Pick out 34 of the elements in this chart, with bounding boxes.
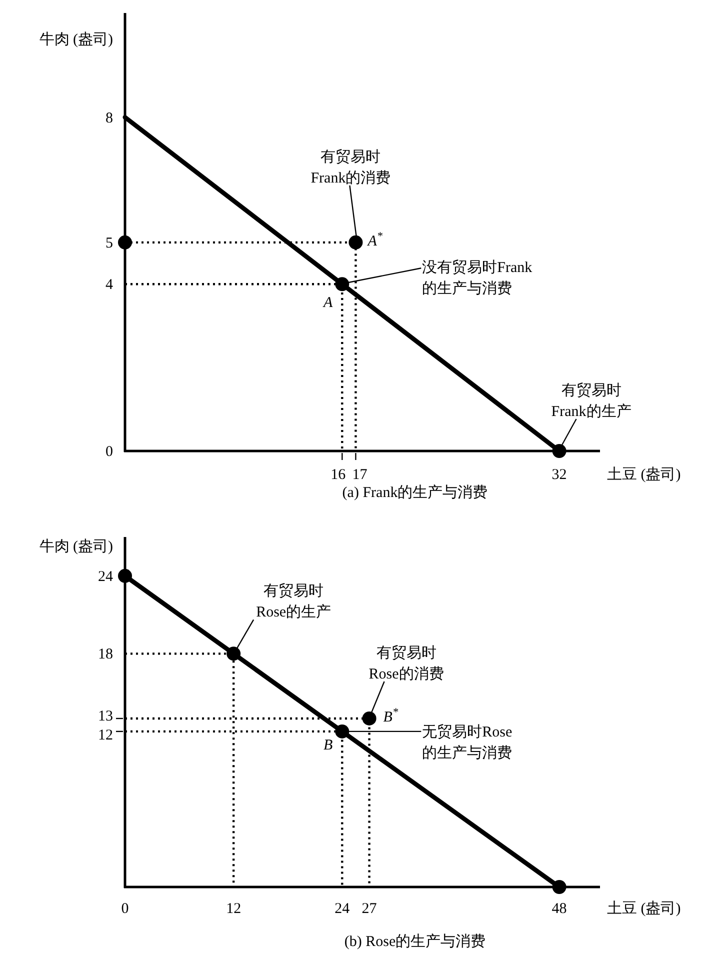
y-tick-label: 0 — [106, 444, 113, 460]
y-axis-title: 牛肉 (盎司) — [39, 538, 113, 555]
y-tick-label: 24 — [98, 568, 114, 585]
annotation: 有贸易时 Rose的生产 — [256, 582, 332, 621]
annotation: B — [324, 737, 333, 754]
x-tick-label: 48 — [552, 901, 567, 917]
annotation: 无贸易时Rose 的生产与消费 — [422, 723, 512, 762]
point — [348, 235, 363, 250]
x-tick-label: 17 — [352, 467, 368, 483]
x-tick-label: 24 — [334, 901, 350, 917]
x-tick-label: 16 — [330, 467, 346, 483]
annotation: 有贸易时 Rose的消费 — [368, 644, 444, 682]
x-tick-label: 27 — [362, 901, 378, 917]
y-axis-title: 牛肉 (盎司) — [39, 31, 113, 48]
y-tick-label: 13 — [98, 708, 113, 724]
y-tick-label: 12 — [98, 727, 113, 744]
annotation: A$^{*}$ — [366, 230, 383, 250]
y-tick-label: 8 — [106, 110, 113, 126]
annotation: 有贸易时 Frank的生产 — [551, 382, 632, 420]
x-axis-title: 土豆 (盎司) — [607, 900, 681, 917]
point — [335, 277, 350, 292]
x-tick-label: 12 — [226, 901, 242, 917]
annotation: 有贸易时 Frank的消费 — [310, 148, 391, 186]
text: (a) Frank的生产与消费 — [342, 484, 488, 501]
annotation: A — [322, 295, 334, 312]
annotation: B$^{*}$ — [383, 706, 398, 726]
y-tick-label: 5 — [106, 235, 113, 252]
text: (b) Rose的生产与消费 — [344, 933, 486, 950]
y-tick-label: 18 — [98, 646, 113, 663]
annotation: 没有贸易时Frank 的生产与消费 — [422, 259, 533, 298]
y-tick-label: 4 — [106, 277, 114, 294]
x-tick-label: 0 — [121, 901, 129, 917]
x-tick-label: 32 — [552, 467, 567, 483]
x-axis-title: 土豆 (盎司) — [607, 466, 681, 483]
